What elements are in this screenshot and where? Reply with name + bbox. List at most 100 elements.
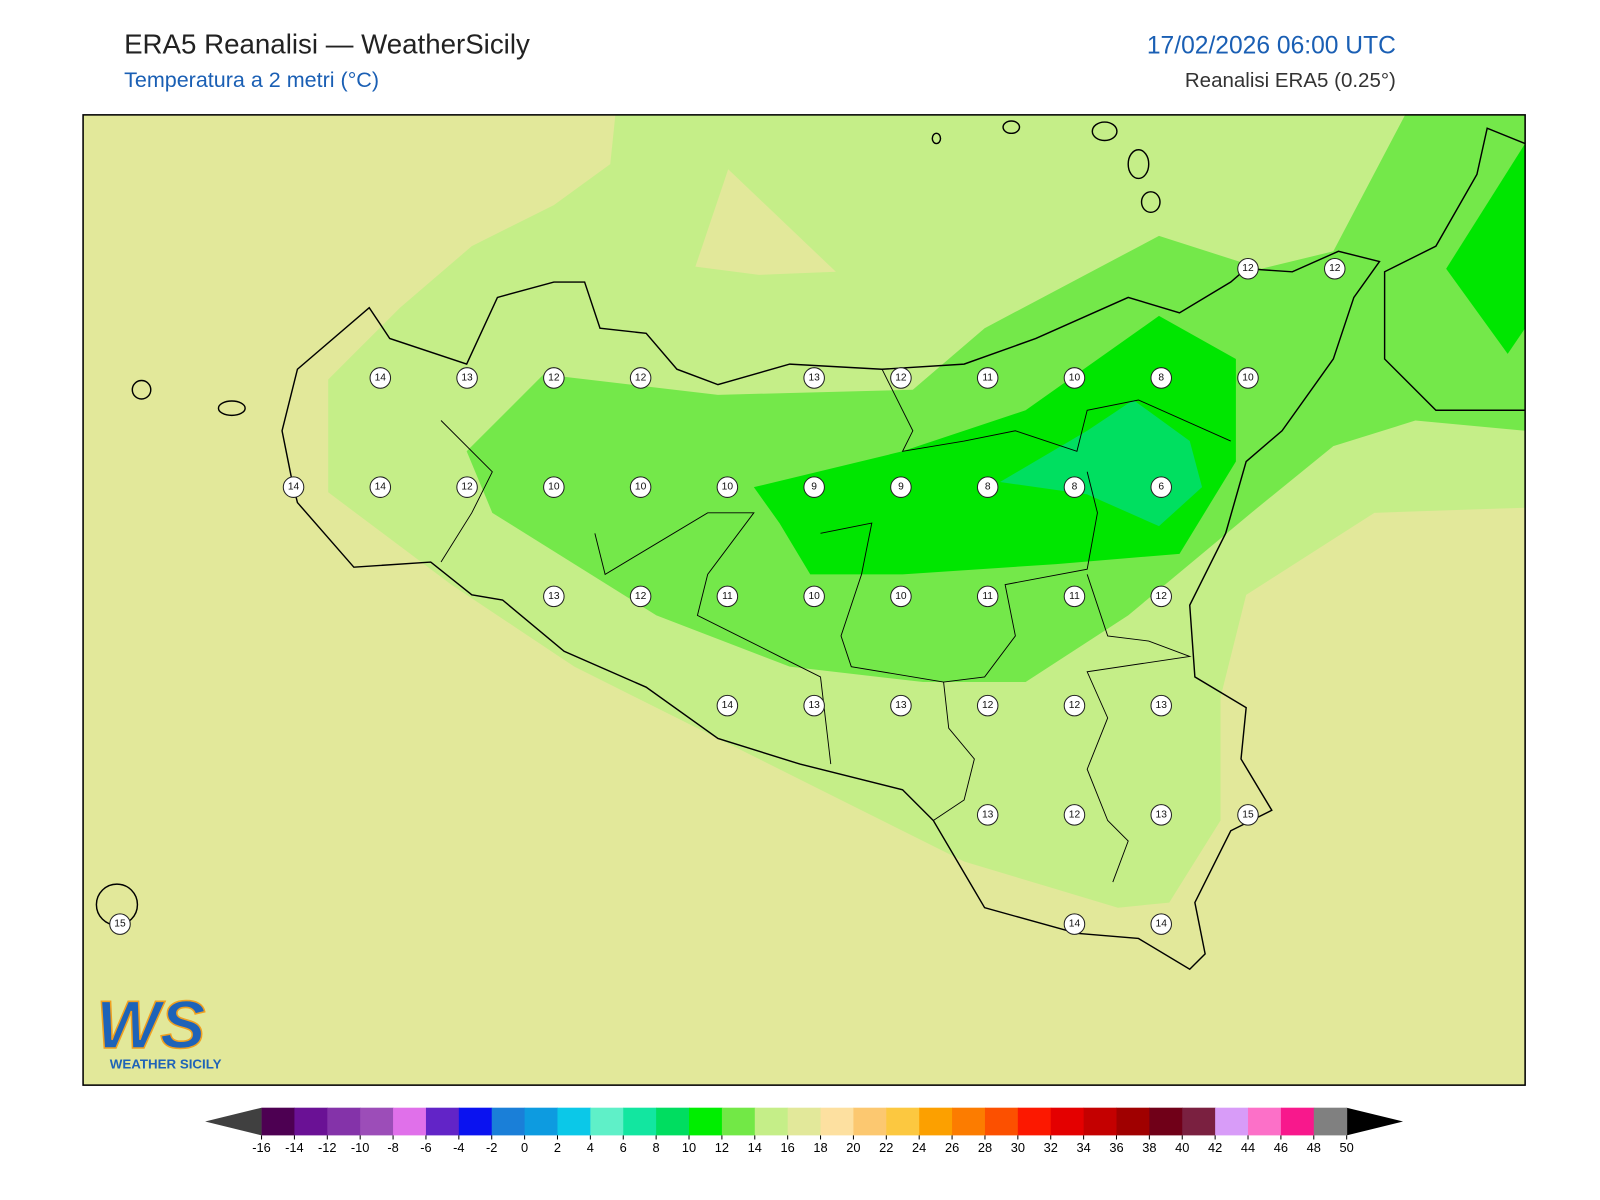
station-marker	[1324, 257, 1346, 280]
station-marker	[1150, 913, 1172, 935]
colorbar-tick-label: 28	[978, 1140, 992, 1155]
station-value: 11	[982, 372, 993, 383]
contour-6-8	[1000, 400, 1203, 527]
station-marker	[716, 694, 739, 717]
colorbar-segment	[1017, 1107, 1052, 1136]
station-marker	[543, 476, 565, 498]
station-marker	[976, 804, 999, 826]
station-marker	[629, 585, 652, 608]
station-marker	[976, 694, 999, 717]
station-marker	[1063, 476, 1086, 498]
station-value: 9	[898, 482, 904, 493]
colorbar-segment	[1248, 1107, 1282, 1136]
colorbar-over	[1346, 1107, 1404, 1136]
colorbar-segment	[1182, 1107, 1216, 1136]
station-marker	[976, 476, 999, 498]
colorbar-segment	[261, 1107, 295, 1136]
station-value: 13	[895, 700, 907, 711]
colorbar-segment	[393, 1107, 427, 1136]
colorbar-segment	[1149, 1107, 1183, 1136]
colorbar-tick-label: -12	[318, 1140, 337, 1155]
colorbar-segment	[294, 1107, 328, 1136]
station-value: 13	[1156, 809, 1168, 820]
station-marker	[369, 367, 392, 389]
station-marker	[1150, 585, 1172, 608]
station-marker	[629, 476, 652, 498]
station-value: 12	[635, 372, 647, 383]
station-marker	[890, 476, 912, 498]
station-marker	[890, 367, 912, 389]
station-value: 12	[1156, 591, 1168, 602]
colorbar-tick-label: 10	[682, 1140, 696, 1155]
colorbar-segment	[327, 1107, 361, 1136]
colorbar-tick-label: 18	[813, 1140, 827, 1155]
station-marker	[976, 367, 999, 389]
source: Reanalisi ERA5 (0.25°)	[1185, 69, 1396, 92]
station-marker	[369, 476, 392, 498]
station-marker	[890, 585, 912, 608]
station-marker	[1063, 913, 1086, 935]
station-marker	[1150, 476, 1172, 498]
colorbar-segment	[886, 1107, 920, 1136]
station-marker	[803, 476, 825, 498]
subtitle: Temperatura a 2 metri (°C)	[124, 68, 379, 92]
colorbar-tick-label: 14	[748, 1140, 762, 1155]
station-value: 13	[461, 372, 473, 383]
province-borders	[440, 369, 1231, 883]
station-marker	[456, 367, 478, 389]
colorbar-segment	[491, 1107, 526, 1136]
station-marker	[803, 694, 825, 717]
station-value: 13	[548, 591, 560, 602]
colorbar-tick-label: 48	[1307, 1140, 1321, 1155]
colorbar-tick-label: -6	[420, 1140, 431, 1155]
colorbar-tick-label: -4	[453, 1140, 464, 1155]
colorbar-segment	[557, 1107, 591, 1136]
colorbar-segment	[623, 1107, 657, 1136]
colorbar-tick-label: 44	[1241, 1140, 1255, 1155]
station-value: 15	[1242, 809, 1254, 820]
station-marker	[1063, 804, 1086, 826]
station-marker	[543, 585, 565, 608]
station-value: 10	[895, 591, 907, 602]
colorbar-tick-label: 50	[1340, 1140, 1354, 1155]
station-marker	[1063, 585, 1086, 608]
colorbar-segment	[1313, 1107, 1348, 1136]
colorbar-tick-label: -10	[351, 1140, 370, 1155]
colorbar-tick-label: -16	[252, 1140, 271, 1155]
colorbar-tick-label: 2	[554, 1140, 561, 1155]
station-value: 12	[1069, 700, 1081, 711]
colorbar-segment	[425, 1107, 460, 1136]
station-marker	[1237, 257, 1259, 280]
station-marker	[543, 367, 565, 389]
colorbar-under	[205, 1107, 262, 1136]
colorbar-segment	[1215, 1107, 1249, 1136]
station-value: 11	[1069, 591, 1080, 602]
station-value: 14	[375, 482, 387, 493]
colorbar-segment	[689, 1107, 723, 1136]
station-value: 10	[635, 482, 647, 493]
colorbar-tick-label: 32	[1044, 1140, 1058, 1155]
map-frame	[82, 114, 1526, 1086]
station-marker	[282, 476, 305, 498]
colorbar-tick-label: 42	[1208, 1140, 1222, 1155]
station-value: 14	[1069, 919, 1081, 930]
station-marker	[1150, 694, 1172, 717]
station-value: 13	[808, 372, 820, 383]
station-value: 13	[808, 700, 820, 711]
station-value: 11	[982, 591, 993, 602]
colorbar-segment	[458, 1107, 493, 1136]
colorbar-segment	[820, 1107, 854, 1136]
colorbar-segment	[590, 1107, 624, 1136]
colorbar-segment	[721, 1107, 756, 1136]
colorbar-segment	[1280, 1107, 1315, 1136]
station-value: 10	[808, 591, 820, 602]
map: 12 12 14 13 12 12 13 12 11 10 8 10 14 14 12 10 10 10 9 9 8 8 6…	[83, 114, 1526, 1086]
station-marker	[1063, 367, 1086, 389]
colorbar-tick-label: 38	[1142, 1140, 1156, 1155]
station-value: 12	[461, 482, 473, 493]
station-value: 12	[895, 372, 907, 383]
station-marker	[1237, 804, 1259, 826]
colorbar-tick-label: 6	[620, 1140, 627, 1155]
station-marker	[629, 367, 652, 389]
